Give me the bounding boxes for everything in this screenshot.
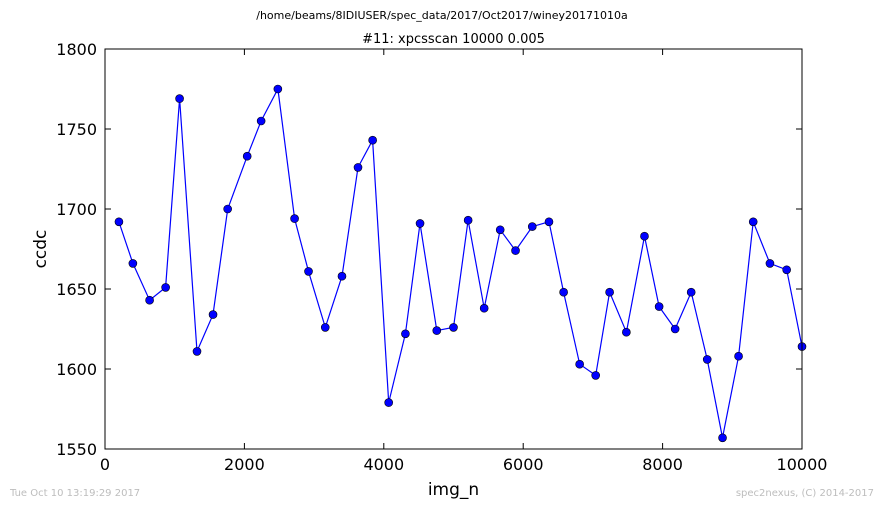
data-point — [401, 329, 410, 339]
data-point — [290, 214, 299, 223]
y-axis-label: ccdc — [31, 230, 51, 269]
data-point — [748, 217, 758, 227]
data-point — [702, 355, 712, 364]
y-tick-label: 1650 — [56, 280, 97, 299]
data-point — [337, 271, 347, 281]
data-point — [415, 219, 425, 228]
x-tick-label: 10000 — [777, 455, 828, 474]
data-point — [175, 94, 184, 103]
data-point — [734, 351, 743, 361]
data-point — [463, 215, 473, 225]
data-point — [718, 433, 727, 443]
data-point — [368, 135, 377, 145]
data-point — [432, 326, 442, 335]
y-tick-label: 1600 — [56, 360, 97, 379]
ticks-layer: 0 2000 4000 6000 8000 10000 1550 1600 1650 1700 17… — [56, 40, 827, 474]
data-point — [242, 151, 252, 161]
data-point — [575, 359, 584, 369]
y-tick-label: 1700 — [56, 200, 97, 219]
data-point — [670, 324, 680, 334]
data-point — [765, 259, 775, 268]
credit-label: spec2nexus, (C) 2014-2017 — [735, 488, 874, 499]
x-tick-label: 8000 — [642, 455, 683, 474]
figure-suptitle: /home/beams/8IDIUSER/spec_data/2017/Oct2… — [256, 9, 628, 22]
data-point — [479, 303, 489, 313]
x-tick-label: 0 — [100, 455, 110, 474]
data-point — [353, 163, 363, 172]
data-point — [640, 231, 649, 241]
data-point — [384, 398, 393, 407]
data-point — [128, 259, 138, 268]
data-point — [449, 323, 458, 332]
data-point — [114, 217, 124, 227]
plot-area-frame — [104, 48, 803, 450]
data-point — [145, 295, 154, 305]
x-axis-label: img_n — [428, 480, 479, 500]
data-point — [495, 225, 505, 235]
data-point — [223, 204, 232, 214]
data-point — [511, 246, 520, 255]
data-point — [527, 222, 537, 231]
data-point — [256, 116, 266, 126]
x-tick-label: 6000 — [503, 455, 544, 474]
data-point — [622, 327, 631, 337]
y-tick-label: 1800 — [56, 40, 97, 59]
timestamp-label: Tue Oct 10 13:19:29 2017 — [10, 488, 141, 499]
data-point — [782, 265, 791, 275]
plot-title: #11: xpcsscan 10000 0.005 — [362, 32, 545, 47]
data-point — [320, 323, 330, 332]
data-point — [559, 287, 568, 297]
data-point — [686, 287, 696, 297]
data-point — [161, 283, 170, 292]
y-tick-label: 1550 — [56, 440, 97, 459]
data-point — [605, 287, 614, 297]
data-point — [273, 84, 283, 94]
data-point — [654, 302, 664, 311]
y-tick-label: 1750 — [56, 120, 97, 139]
series-line — [118, 87, 803, 438]
data-point — [591, 371, 600, 380]
data-point — [544, 217, 554, 227]
data-point — [208, 310, 218, 319]
series-layer — [114, 84, 807, 443]
x-tick-label: 4000 — [363, 455, 404, 474]
data-point — [304, 267, 313, 276]
data-point — [192, 347, 202, 356]
x-tick-label: 2000 — [224, 455, 265, 474]
